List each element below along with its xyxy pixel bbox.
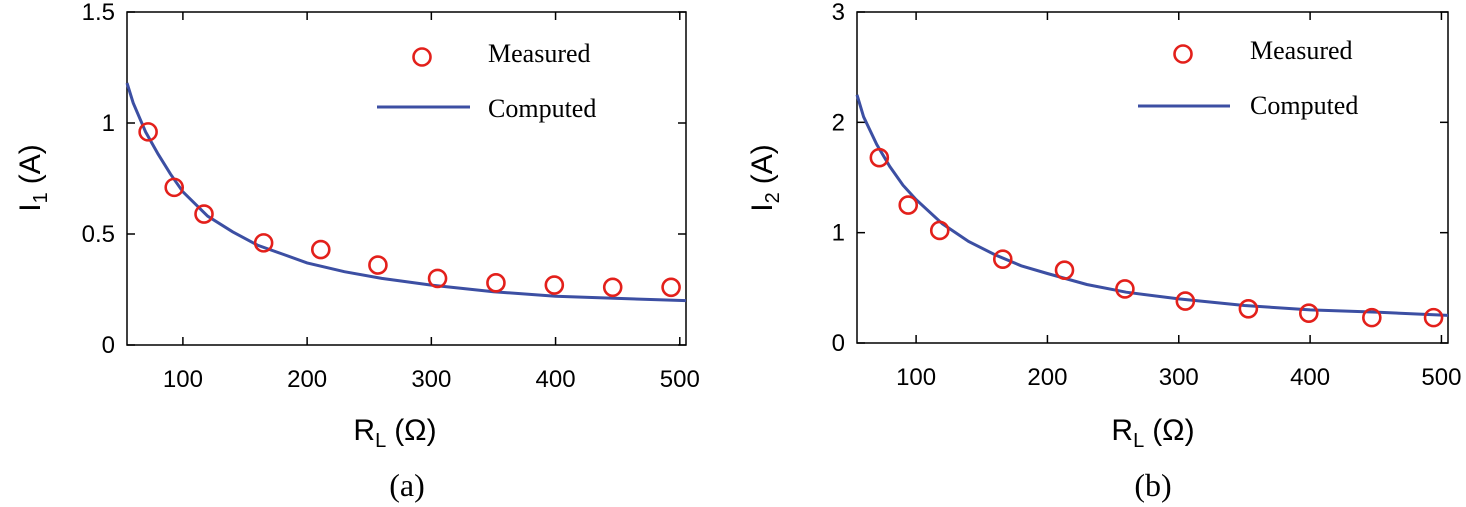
x-tick-label: 100 — [896, 364, 936, 391]
x-tick-label: 300 — [411, 366, 451, 393]
measured-point — [138, 122, 158, 142]
measured-point — [661, 277, 681, 298]
legend-computed-label: Computed — [1250, 91, 1358, 120]
x-axis-label: RL (Ω) — [1111, 414, 1194, 452]
legend-computed-label: Computed — [488, 94, 596, 123]
y-tick-label: 1 — [102, 110, 115, 137]
legend-measured-label: Measured — [1250, 36, 1353, 65]
measured-point — [368, 255, 388, 275]
plot-area-frame — [856, 11, 1449, 344]
measured-point — [1423, 307, 1444, 328]
legend: Measured Computed — [1138, 36, 1358, 120]
measured-point — [194, 204, 214, 224]
x-tick-label: 400 — [1290, 364, 1330, 391]
measured-point — [253, 233, 274, 253]
measured-point — [544, 275, 565, 295]
x-tick-label: 200 — [287, 366, 327, 393]
legend: Measured Computed — [377, 39, 596, 123]
panel-caption: (a) — [389, 467, 425, 503]
y-tick-label: 1 — [832, 220, 845, 247]
y-tick-label: 0 — [102, 332, 115, 359]
y-axis-ticks: 0 0.5 1 1.5 — [82, 0, 686, 359]
x-axis-ticks: 100 200 300 400 500 — [163, 12, 700, 393]
measured-point — [869, 147, 890, 168]
measured-point — [1298, 303, 1319, 324]
computed-curve — [125, 82, 687, 303]
measured-point — [1115, 279, 1135, 299]
measured-point — [1362, 307, 1382, 328]
legend-measured-marker — [412, 47, 432, 67]
panel-a: 0 0.5 1 1.5 100 200 300 400 500 Measured Comput… — [14, 0, 700, 503]
x-tick-label: 400 — [536, 366, 576, 393]
measured-point — [1054, 260, 1075, 280]
computed-curve — [855, 94, 1449, 317]
plot-area-frame — [126, 11, 687, 346]
measured-point — [1238, 298, 1259, 319]
measured-point — [486, 273, 506, 293]
measured-markers — [138, 122, 681, 298]
y-tick-label: 2 — [832, 109, 845, 136]
x-tick-label: 100 — [163, 366, 203, 393]
measured-point — [602, 277, 623, 298]
legend-measured-marker — [1173, 44, 1193, 64]
measured-point — [898, 195, 919, 215]
x-tick-label: 200 — [1027, 364, 1067, 391]
measured-point — [992, 249, 1013, 269]
panel-caption: (b) — [1134, 467, 1171, 503]
x-axis-label: RL (Ω) — [353, 414, 436, 452]
y-axis-ticks: 0 1 2 3 — [832, 0, 1448, 357]
x-tick-label: 300 — [1159, 364, 1199, 391]
y-tick-label: 0 — [832, 330, 845, 357]
y-tick-label: 1.5 — [82, 0, 115, 26]
x-tick-label: 500 — [660, 366, 700, 393]
legend-measured-label: Measured — [488, 39, 591, 68]
x-tick-label: 500 — [1421, 364, 1461, 391]
x-axis-ticks: 100 200 300 400 500 — [896, 12, 1461, 391]
measured-point — [427, 268, 448, 289]
measured-point — [929, 220, 950, 241]
y-axis-label: I1(A) — [14, 144, 52, 211]
panel-b: 0 1 2 3 100 200 300 400 500 Measured Computed I… — [746, 0, 1461, 503]
y-tick-label: 0.5 — [82, 221, 115, 248]
measured-markers — [869, 147, 1444, 328]
y-tick-label: 3 — [832, 0, 845, 26]
measured-point — [310, 239, 331, 260]
measured-point — [1175, 291, 1196, 311]
y-axis-label: I2(A) — [746, 144, 784, 211]
measured-point — [164, 177, 185, 198]
